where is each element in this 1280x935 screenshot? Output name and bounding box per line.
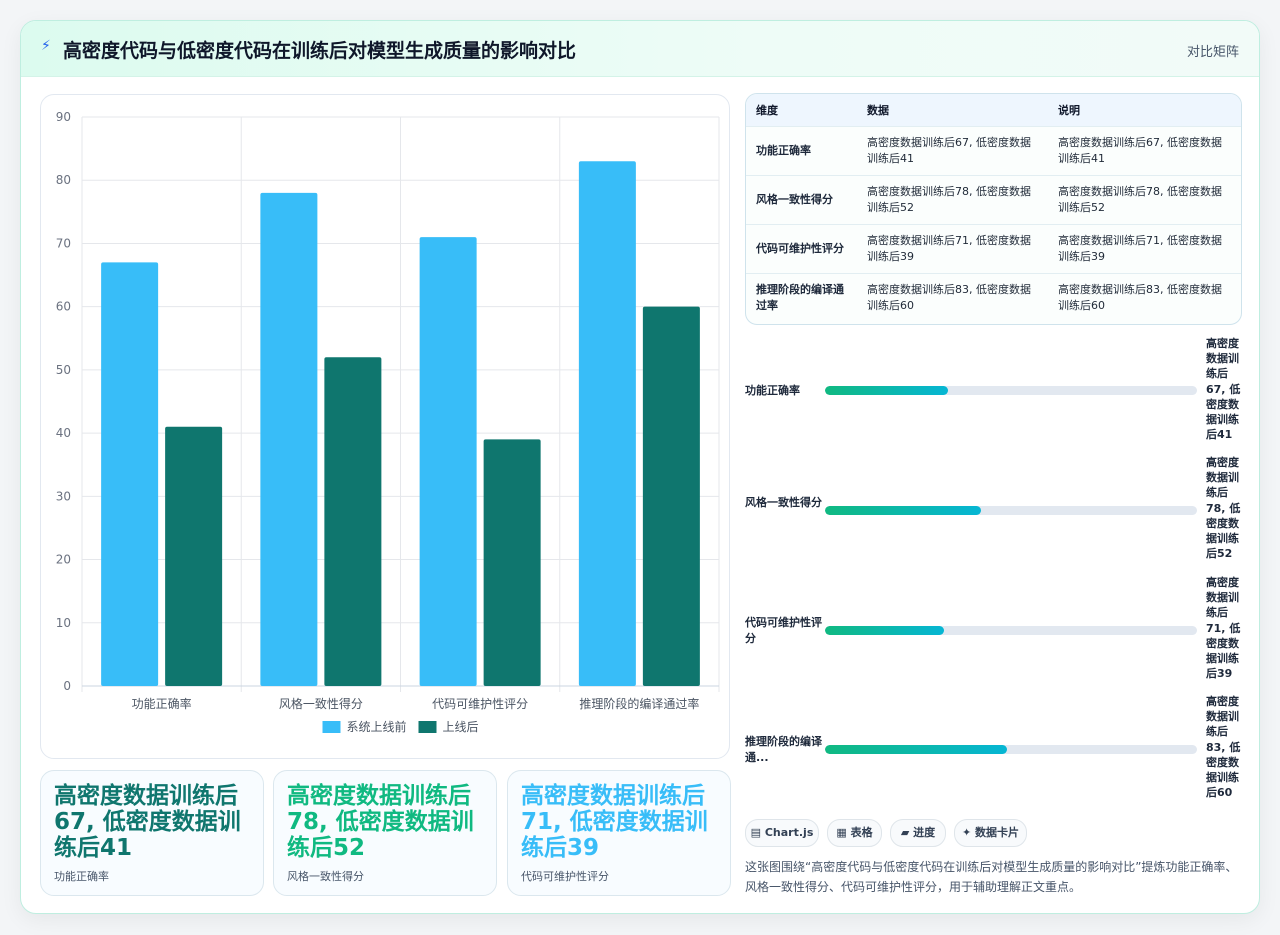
header: ⚡ 高密度代码与低密度代码在训练后对模型生成质量的影响对比 对比矩阵 <box>21 21 1259 77</box>
stat-label: 代码可维护性评分 <box>521 870 609 883</box>
chart-panel: 0 10 20 30 40 50 60 70 80 90 功能正确率 风格一致性得分 代码可维护性评分 推… <box>40 94 730 759</box>
y-tick-label: 0 <box>63 679 71 693</box>
bar-before <box>578 161 636 686</box>
table-cell-note: 高密度数据训练后78, 低密度数据训练后52 <box>1048 175 1241 225</box>
table-cell-dim: 推理阶段的编译通过率 <box>746 273 857 322</box>
table-cell-note: 高密度数据训练后67, 低密度数据训练后41 <box>1048 126 1241 176</box>
lightning-icon: ⚡ <box>41 38 51 54</box>
table-icon: ▦ <box>836 826 847 839</box>
pill-data-card[interactable]: ✦ 数据卡片 <box>954 819 1027 847</box>
stat-label: 功能正确率 <box>54 870 109 883</box>
progress-fill <box>825 745 1008 754</box>
progress-value: 高密度数据训练后67, 低密度数据训练后41 <box>1206 337 1241 442</box>
bar-after <box>165 426 223 686</box>
stat-card-2: 高密度数据训练后78, 低密度数据训练后52 风格一致性得分 <box>273 770 497 896</box>
table-cell-note: 高密度数据训练后71, 低密度数据训练后39 <box>1048 224 1241 274</box>
data-table: 维度 数据 说明 功能正确率 高密度数据训练后67, 低密度数据训练后41 高密… <box>745 93 1242 325</box>
progress-track <box>825 745 1197 754</box>
progress-track <box>825 386 1197 395</box>
table-header-row: 维度 数据 说明 <box>746 94 1241 127</box>
stat-card-1: 高密度数据训练后67, 低密度数据训练后41 功能正确率 <box>40 770 264 896</box>
y-tick-label: 90 <box>56 110 71 124</box>
pill-label: 表格 <box>850 826 873 839</box>
progress-value: 高密度数据训练后71, 低密度数据训练后39 <box>1206 576 1241 681</box>
bar-chart: 0 10 20 30 40 50 60 70 80 90 功能正确率 风格一致性得分 代码可维护性评分 推… <box>56 110 720 734</box>
table-cell-data: 高密度数据训练后83, 低密度数据训练后60 <box>857 273 1048 322</box>
bar-after <box>642 306 700 686</box>
table-row: 推理阶段的编译通过率 高密度数据训练后83, 低密度数据训练后60 高密度数据训… <box>746 273 1241 322</box>
table-row: 代码可维护性评分 高密度数据训练后71, 低密度数据训练后39 高密度数据训练后… <box>746 224 1241 274</box>
legend-label: 上线后 <box>443 720 479 734</box>
y-tick-label: 30 <box>56 489 71 503</box>
y-tick-label: 80 <box>56 173 71 187</box>
progress-fill <box>825 386 948 395</box>
x-tick-label: 功能正确率 <box>132 696 192 711</box>
progress-label: 推理阶段的编译通... <box>745 735 822 764</box>
progress-track <box>825 506 1197 515</box>
main-card: ⚡ 高密度代码与低密度代码在训练后对模型生成质量的影响对比 对比矩阵 0 10 20… <box>20 20 1260 914</box>
bar-after <box>483 439 541 686</box>
stat-card-3: 高密度数据训练后71, 低密度数据训练后39 代码可维护性评分 <box>507 770 731 896</box>
sparkle-icon: ✦ <box>961 826 972 839</box>
pill-table[interactable]: ▦ 表格 <box>827 819 882 847</box>
pill-label: Chart.js <box>764 826 814 839</box>
table-cell-dim: 风格一致性得分 <box>746 175 857 225</box>
y-tick-label: 50 <box>56 363 71 377</box>
table-header: 说明 <box>1048 94 1241 127</box>
progress-track <box>825 626 1197 635</box>
y-tick-label: 70 <box>56 236 71 250</box>
legend-swatch <box>418 721 437 733</box>
y-tick-label: 10 <box>56 616 71 630</box>
stat-value: 高密度数据训练后78, 低密度数据训练后52 <box>287 783 474 861</box>
table-cell-dim: 代码可维护性评分 <box>746 224 857 274</box>
progress-label: 代码可维护性评分 <box>745 616 822 645</box>
y-tick-label: 40 <box>56 426 71 440</box>
table-cell-data: 高密度数据训练后78, 低密度数据训练后52 <box>857 175 1048 225</box>
progress-icon: ▰ <box>900 826 910 839</box>
table-cell-note: 高密度数据训练后83, 低密度数据训练后60 <box>1048 273 1241 322</box>
table-cell-data: 高密度数据训练后67, 低密度数据训练后41 <box>857 126 1048 176</box>
y-tick-label: 20 <box>56 553 71 567</box>
progress-label: 功能正确率 <box>745 384 800 397</box>
x-tick-label: 代码可维护性评分 <box>432 697 528 711</box>
chart-icon: ▤ <box>750 826 762 839</box>
table-cell-data: 高密度数据训练后71, 低密度数据训练后39 <box>857 224 1048 274</box>
progress-value: 高密度数据训练后78, 低密度数据训练后52 <box>1206 456 1241 561</box>
progress-value: 高密度数据训练后83, 低密度数据训练后60 <box>1206 695 1241 800</box>
legend-label: 系统上线前 <box>347 719 407 734</box>
pill-label: 进度 <box>913 826 936 839</box>
bar-before <box>101 262 159 686</box>
pill-chartjs[interactable]: ▤ Chart.js <box>745 819 819 847</box>
pill-label: 数据卡片 <box>975 826 1020 839</box>
stat-value: 高密度数据训练后67, 低密度数据训练后41 <box>54 783 241 861</box>
progress-label: 风格一致性得分 <box>745 496 822 509</box>
table-header: 数据 <box>857 94 1048 127</box>
y-tick-label: 60 <box>56 300 71 314</box>
pill-progress[interactable]: ▰ 进度 <box>890 819 946 847</box>
bar-before <box>260 192 318 686</box>
x-tick-label: 推理阶段的编译通过率 <box>579 696 699 711</box>
table-row: 风格一致性得分 高密度数据训练后78, 低密度数据训练后52 高密度数据训练后7… <box>746 175 1241 225</box>
progress-fill <box>825 626 945 635</box>
x-tick-label: 风格一致性得分 <box>279 696 363 711</box>
header-tag: 对比矩阵 <box>1186 45 1239 60</box>
bar-before <box>419 237 477 686</box>
table-row: 功能正确率 高密度数据训练后67, 低密度数据训练后41 高密度数据训练后67,… <box>746 126 1241 176</box>
bar-after <box>324 357 382 686</box>
table-header: 维度 <box>746 94 857 127</box>
stat-label: 风格一致性得分 <box>287 870 364 883</box>
table-cell-dim: 功能正确率 <box>746 126 857 176</box>
legend-swatch <box>322 721 341 733</box>
footnote: 这张图围绕“高密度代码与低密度代码在训练后对模型生成质量的影响对比”提炼功能正确… <box>745 860 1238 894</box>
page-title: 高密度代码与低密度代码在训练后对模型生成质量的影响对比 <box>63 40 577 62</box>
progress-fill <box>825 506 982 515</box>
stat-value: 高密度数据训练后71, 低密度数据训练后39 <box>521 783 708 861</box>
